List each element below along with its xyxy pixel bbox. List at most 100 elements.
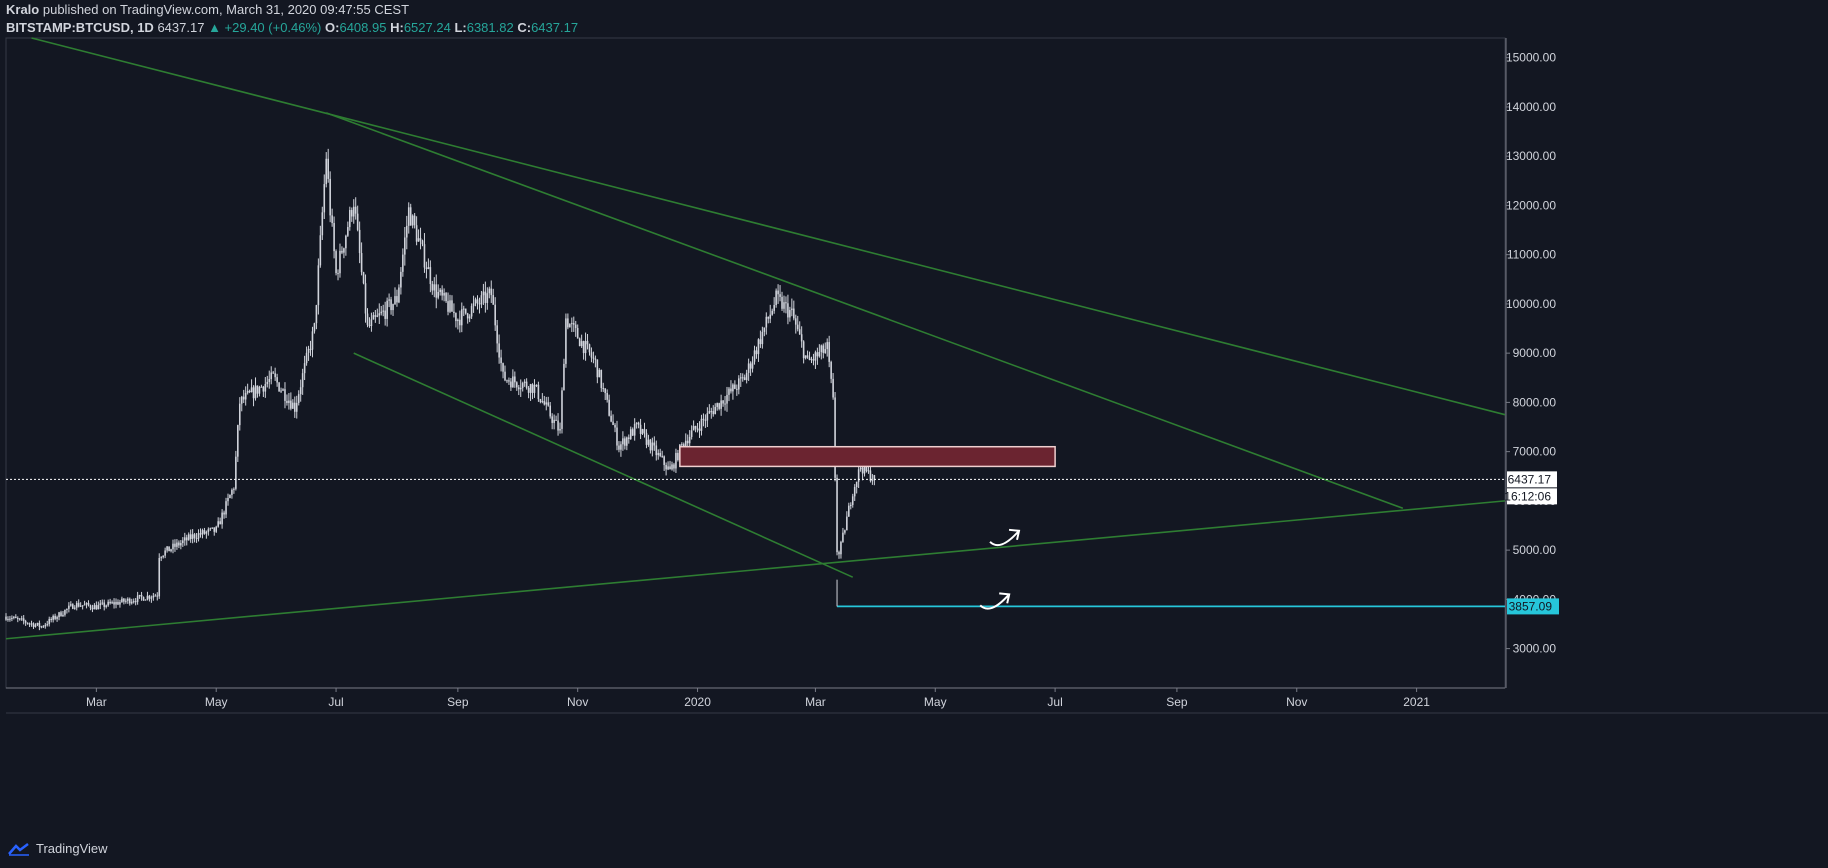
candle-body xyxy=(590,352,593,358)
candle-body xyxy=(861,467,864,474)
candle-body xyxy=(620,444,622,450)
candle-body xyxy=(421,240,424,245)
candle-body xyxy=(195,538,198,540)
candle-body xyxy=(494,304,496,326)
candle-body xyxy=(584,340,587,354)
candle-body xyxy=(714,406,717,415)
candle-body xyxy=(773,305,775,311)
candle-body xyxy=(207,529,210,532)
candle-body xyxy=(736,388,738,390)
candle-body xyxy=(284,389,286,401)
candle-body xyxy=(85,602,88,605)
curved-arrow-icon[interactable] xyxy=(979,594,1009,610)
candle-body xyxy=(278,382,280,392)
candle-body xyxy=(83,604,86,606)
author-name[interactable]: Kralo xyxy=(6,2,40,17)
candle-body xyxy=(168,546,170,552)
candle-body xyxy=(136,595,139,602)
candle-body xyxy=(580,341,583,347)
trendline[interactable] xyxy=(31,37,1506,416)
candle-body xyxy=(413,215,416,226)
candle-body xyxy=(793,308,795,319)
candle-body xyxy=(240,396,243,404)
candle-body xyxy=(199,533,202,535)
candle-body xyxy=(785,302,787,304)
trendline[interactable] xyxy=(353,352,854,578)
candle-body xyxy=(724,403,726,405)
candle-body xyxy=(818,351,821,357)
candle-body xyxy=(52,615,54,620)
candle-body xyxy=(358,229,361,254)
price-change: ▲ +29.40 (+0.46%) xyxy=(208,20,322,35)
candle-body xyxy=(71,604,74,609)
drawings[interactable] xyxy=(5,37,1506,640)
candle-body xyxy=(849,504,852,506)
footer-brand[interactable]: TradingView xyxy=(8,841,108,856)
candle-body xyxy=(863,464,866,474)
candle-body xyxy=(315,305,318,324)
candle-body xyxy=(313,323,316,332)
candle-body xyxy=(331,215,333,224)
trendline[interactable] xyxy=(5,500,1506,640)
candle-body xyxy=(783,302,785,309)
candle-body xyxy=(376,315,379,317)
candle-body xyxy=(425,267,428,270)
candle-body xyxy=(531,384,534,393)
candle-body xyxy=(295,402,298,412)
candle-body xyxy=(185,537,188,541)
candle-body xyxy=(545,402,548,405)
candle-body xyxy=(28,623,31,625)
x-tick-label: Sep xyxy=(1166,695,1188,709)
candle-body xyxy=(374,315,377,317)
candle-body xyxy=(30,623,33,625)
candle-body xyxy=(111,602,113,604)
time-axis[interactable]: Mar May Jul Sep Nov 2020 Mar May Jul Sep Nov 2021 xyxy=(6,687,1505,709)
candle-body xyxy=(91,607,94,610)
candle-body xyxy=(720,400,722,409)
y-tick-label: 7000.00 xyxy=(1513,445,1557,459)
candle-body xyxy=(851,496,854,505)
candle-body xyxy=(486,293,489,303)
candle-body xyxy=(549,405,551,417)
candle-body xyxy=(755,350,758,355)
candle-body xyxy=(757,339,760,355)
close-value: 6437.17 xyxy=(531,20,579,35)
candle-body xyxy=(233,488,235,490)
candle-body xyxy=(237,425,239,457)
price-axis[interactable]: 3000.004000.005000.006000.007000.008000.… xyxy=(1505,38,1557,688)
candle-body xyxy=(242,396,245,400)
candle-body xyxy=(675,452,677,469)
candle-body xyxy=(728,388,730,395)
candle-body xyxy=(13,616,15,618)
support-label-text: 3857.09 xyxy=(1509,599,1553,613)
candle-body xyxy=(225,501,227,515)
candle-body xyxy=(700,418,703,431)
candle-body xyxy=(288,400,290,403)
candle-body xyxy=(213,527,216,532)
candle-body xyxy=(822,345,825,353)
candle-body xyxy=(73,607,76,609)
candle-body xyxy=(812,359,815,361)
ohlc-legend: BITSTAMP:BTCUSD, 1D 6437.17 ▲ +29.40 (+0… xyxy=(6,20,578,35)
symbol-label: BITSTAMP:BTCUSD, 1D xyxy=(6,20,154,35)
candle-body xyxy=(472,303,475,306)
candle-body xyxy=(604,388,607,394)
y-tick-label: 12000.00 xyxy=(1506,198,1556,212)
candle-body xyxy=(498,343,500,358)
candle-body xyxy=(423,244,426,268)
trendline[interactable] xyxy=(325,112,1404,510)
resistance-zone[interactable] xyxy=(679,445,1056,468)
candle-body xyxy=(95,605,98,610)
candle-body xyxy=(722,400,724,404)
tradingview-logo-icon xyxy=(8,842,29,856)
candle-body xyxy=(378,313,381,316)
candle-body xyxy=(571,323,573,325)
y-tick-label: 15000.00 xyxy=(1506,51,1556,65)
candle-body xyxy=(270,372,273,380)
candle-body xyxy=(457,319,459,322)
candle-body xyxy=(400,271,402,288)
curved-arrow-icon[interactable] xyxy=(989,531,1019,547)
candle-body xyxy=(303,363,306,374)
candle-body xyxy=(154,595,157,597)
